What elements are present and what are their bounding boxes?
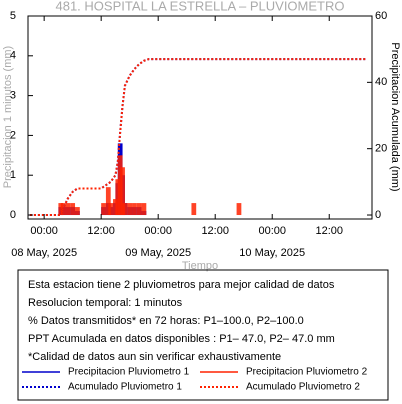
- precip-bar: [65, 203, 71, 216]
- y2-tick-label: 20: [375, 143, 387, 155]
- x-tick-label: 12:00: [87, 225, 115, 237]
- legend-label: Precipitacion Pluviometro 1: [68, 367, 190, 378]
- y2-tick-label: 0: [375, 209, 381, 221]
- x-tick-label: 12:00: [201, 225, 229, 237]
- precip-bar: [70, 203, 76, 216]
- legend-label: Acumulado Pluviometro 2: [246, 382, 360, 393]
- precip-bar: [75, 207, 80, 216]
- date-label: 09 May, 2025: [125, 247, 191, 259]
- date-label: 10 May, 2025: [239, 247, 305, 259]
- y-tick-label: 2: [10, 129, 16, 141]
- x-tick-label: 00:00: [30, 225, 58, 237]
- x-axis-title: Tiempo: [182, 260, 218, 272]
- chart-title: 481. HOSPITAL LA ESTRELLA – PLUVIOMETRO: [55, 0, 344, 13]
- precip-bar: [136, 203, 142, 216]
- precip-bar: [191, 203, 197, 216]
- y-tick-label: 1: [10, 169, 16, 181]
- info-line: PPT Acumulada en datos disponibles : P1–…: [28, 333, 335, 345]
- precip-bar: [108, 203, 114, 216]
- precip-bar: [141, 203, 147, 216]
- precip-bar: [101, 203, 106, 216]
- y-axis-title: Precipitacion 1 minutos (mm): [2, 46, 14, 188]
- y2-tick-label: 60: [375, 10, 387, 22]
- y-tick-label: 4: [10, 50, 16, 62]
- accum-line: [29, 58, 368, 217]
- accum-line: [29, 58, 368, 217]
- info-line: *Calidad de datos aun sin verificar exha…: [28, 351, 281, 363]
- legend-label: Precipitacion Pluviometro 2: [246, 367, 368, 378]
- x-tick-label: 00:00: [258, 225, 286, 237]
- y2-tick-label: 40: [375, 76, 387, 88]
- precip-bar: [117, 155, 123, 216]
- y-tick-label: 5: [10, 10, 16, 22]
- precip-bar: [105, 187, 111, 216]
- x-tick-label: 00:00: [144, 225, 172, 237]
- precip-bar: [120, 167, 125, 216]
- x-tick-label: 12:00: [315, 225, 343, 237]
- date-label: 08 May, 2025: [11, 247, 77, 259]
- info-line: % Datos transmitidos* en 72 horas: P1–10…: [28, 315, 304, 327]
- info-line: Esta estacion tiene 2 pluviometros para …: [28, 279, 335, 291]
- legend-label: Acumulado Pluviometro 1: [68, 382, 182, 393]
- precip-bar: [127, 203, 133, 216]
- precip-bar: [122, 203, 128, 216]
- plot-frame: [27, 15, 373, 220]
- precip-bar: [236, 203, 242, 216]
- info-line: Resolucion temporal: 1 minutos: [28, 297, 183, 309]
- y2-axis-title: Precipitacion Acumulada (mm): [389, 42, 401, 191]
- info-box: [17, 269, 389, 401]
- y-tick-label: 3: [10, 90, 16, 102]
- y-tick-label: 0: [10, 209, 16, 221]
- precip-bar: [132, 203, 137, 216]
